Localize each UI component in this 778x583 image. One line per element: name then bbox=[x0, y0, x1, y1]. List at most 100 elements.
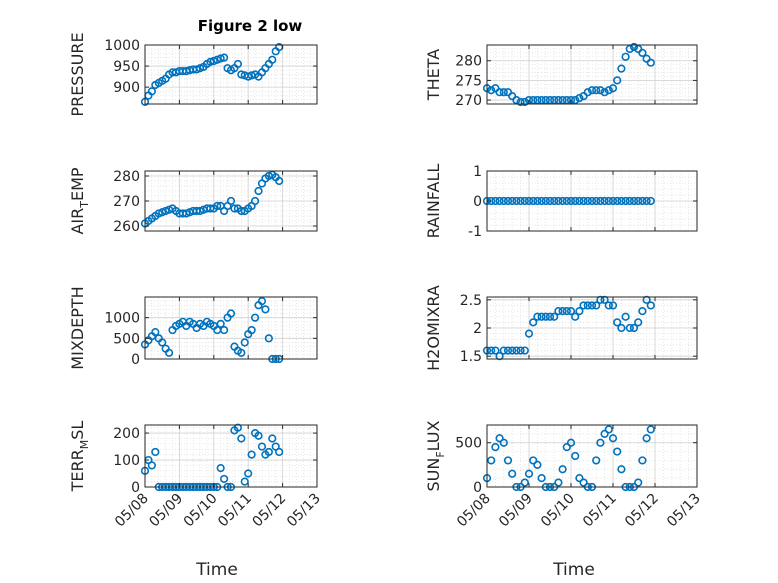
data-point bbox=[592, 301, 601, 310]
data-point bbox=[275, 176, 284, 186]
figure-title: Figure 2 low bbox=[198, 17, 303, 35]
y-tick-label: 270 bbox=[113, 194, 140, 210]
data-point bbox=[220, 474, 229, 484]
data-point bbox=[537, 312, 546, 321]
y-axis-label-suffix: SL bbox=[68, 421, 87, 440]
data-point bbox=[147, 461, 156, 470]
data-point bbox=[613, 447, 622, 456]
data-point bbox=[575, 474, 584, 483]
data-point bbox=[257, 442, 267, 451]
y-axis-label-text: RAINFALL bbox=[424, 164, 443, 239]
data-point bbox=[608, 196, 618, 206]
data-point bbox=[520, 97, 529, 107]
y-axis-label-text: SUN bbox=[424, 458, 443, 492]
y-tick-label: 950 bbox=[113, 59, 140, 75]
data-point bbox=[600, 196, 609, 206]
data-point bbox=[499, 88, 508, 97]
data-point bbox=[230, 204, 239, 213]
data-point bbox=[233, 423, 242, 432]
axes-box bbox=[144, 424, 318, 488]
data-point bbox=[264, 447, 273, 457]
data-point bbox=[634, 478, 643, 487]
data-point bbox=[558, 95, 567, 105]
y-axis-label-text: H2OMIXRA bbox=[424, 285, 443, 371]
x-axis-label: Time bbox=[552, 560, 595, 580]
data-point bbox=[244, 469, 253, 478]
data-point bbox=[600, 429, 609, 438]
data-point bbox=[495, 196, 504, 206]
data-point bbox=[529, 196, 538, 206]
data-point bbox=[216, 319, 225, 328]
data-point bbox=[545, 312, 555, 321]
y-tick-label: 0 bbox=[131, 480, 140, 496]
y-axis-label-text: TERR bbox=[68, 449, 87, 492]
data-point bbox=[587, 196, 597, 206]
y-tick-label: 260 bbox=[113, 219, 140, 235]
data-point bbox=[596, 86, 605, 95]
data-point bbox=[529, 456, 538, 465]
data-point bbox=[537, 474, 546, 483]
data-point bbox=[541, 312, 550, 321]
data-point bbox=[583, 301, 592, 310]
data-point bbox=[575, 306, 584, 316]
axes-box bbox=[486, 424, 698, 488]
data-point bbox=[257, 297, 267, 306]
data-point bbox=[516, 97, 525, 107]
data-point bbox=[250, 196, 260, 206]
data-point bbox=[216, 464, 225, 473]
data-point bbox=[629, 42, 639, 52]
data-point bbox=[562, 306, 571, 316]
data-point bbox=[499, 346, 508, 355]
data-point bbox=[562, 95, 571, 105]
data-point bbox=[617, 323, 626, 333]
data-point bbox=[613, 76, 622, 85]
y-axis-label-suffix: EMP bbox=[68, 167, 87, 201]
y-axis-label: H2OMIXRA bbox=[424, 285, 443, 371]
data-point bbox=[520, 346, 529, 355]
data-point bbox=[512, 346, 521, 355]
data-point bbox=[550, 196, 559, 206]
data-point bbox=[250, 313, 260, 322]
data-point bbox=[621, 196, 630, 206]
y-tick-label: 275 bbox=[455, 73, 482, 89]
data-point bbox=[545, 196, 555, 206]
data-point bbox=[566, 306, 576, 316]
data-point bbox=[541, 196, 550, 206]
data-point bbox=[634, 318, 643, 327]
data-point bbox=[554, 196, 563, 206]
data-series bbox=[482, 196, 655, 206]
data-point bbox=[587, 301, 597, 310]
y-axis-label: SUNFLUX bbox=[424, 420, 447, 491]
data-point bbox=[537, 95, 546, 105]
y-axis-label: AIRTEMP bbox=[68, 167, 91, 234]
data-point bbox=[617, 64, 626, 73]
data-point bbox=[533, 460, 542, 469]
data-point bbox=[613, 318, 622, 327]
data-point bbox=[608, 301, 618, 310]
data-point bbox=[604, 301, 613, 310]
data-point bbox=[491, 443, 500, 452]
data-point bbox=[541, 95, 550, 105]
y-tick-label: 900 bbox=[113, 80, 140, 96]
data-point bbox=[226, 309, 236, 318]
y-tick-label: 0 bbox=[473, 480, 482, 496]
data-point bbox=[625, 196, 634, 206]
data-point bbox=[537, 196, 546, 206]
data-point bbox=[629, 323, 639, 333]
data-point bbox=[554, 306, 563, 316]
data-point bbox=[558, 465, 567, 474]
axes-box bbox=[486, 44, 698, 105]
data-point bbox=[240, 477, 249, 486]
data-point bbox=[503, 456, 513, 465]
data-point bbox=[220, 53, 229, 62]
data-point bbox=[583, 88, 592, 97]
y-tick-label: 1000 bbox=[104, 311, 140, 327]
axes-background bbox=[487, 425, 697, 487]
data-point bbox=[646, 58, 655, 67]
y-axis-label-subscript: M bbox=[78, 440, 91, 450]
data-point bbox=[575, 196, 584, 206]
subplot-mixdepth: 0 500 1000 MIXDEPTH bbox=[68, 286, 318, 370]
y-tick-label: 200 bbox=[113, 426, 140, 442]
data-point bbox=[638, 456, 647, 465]
